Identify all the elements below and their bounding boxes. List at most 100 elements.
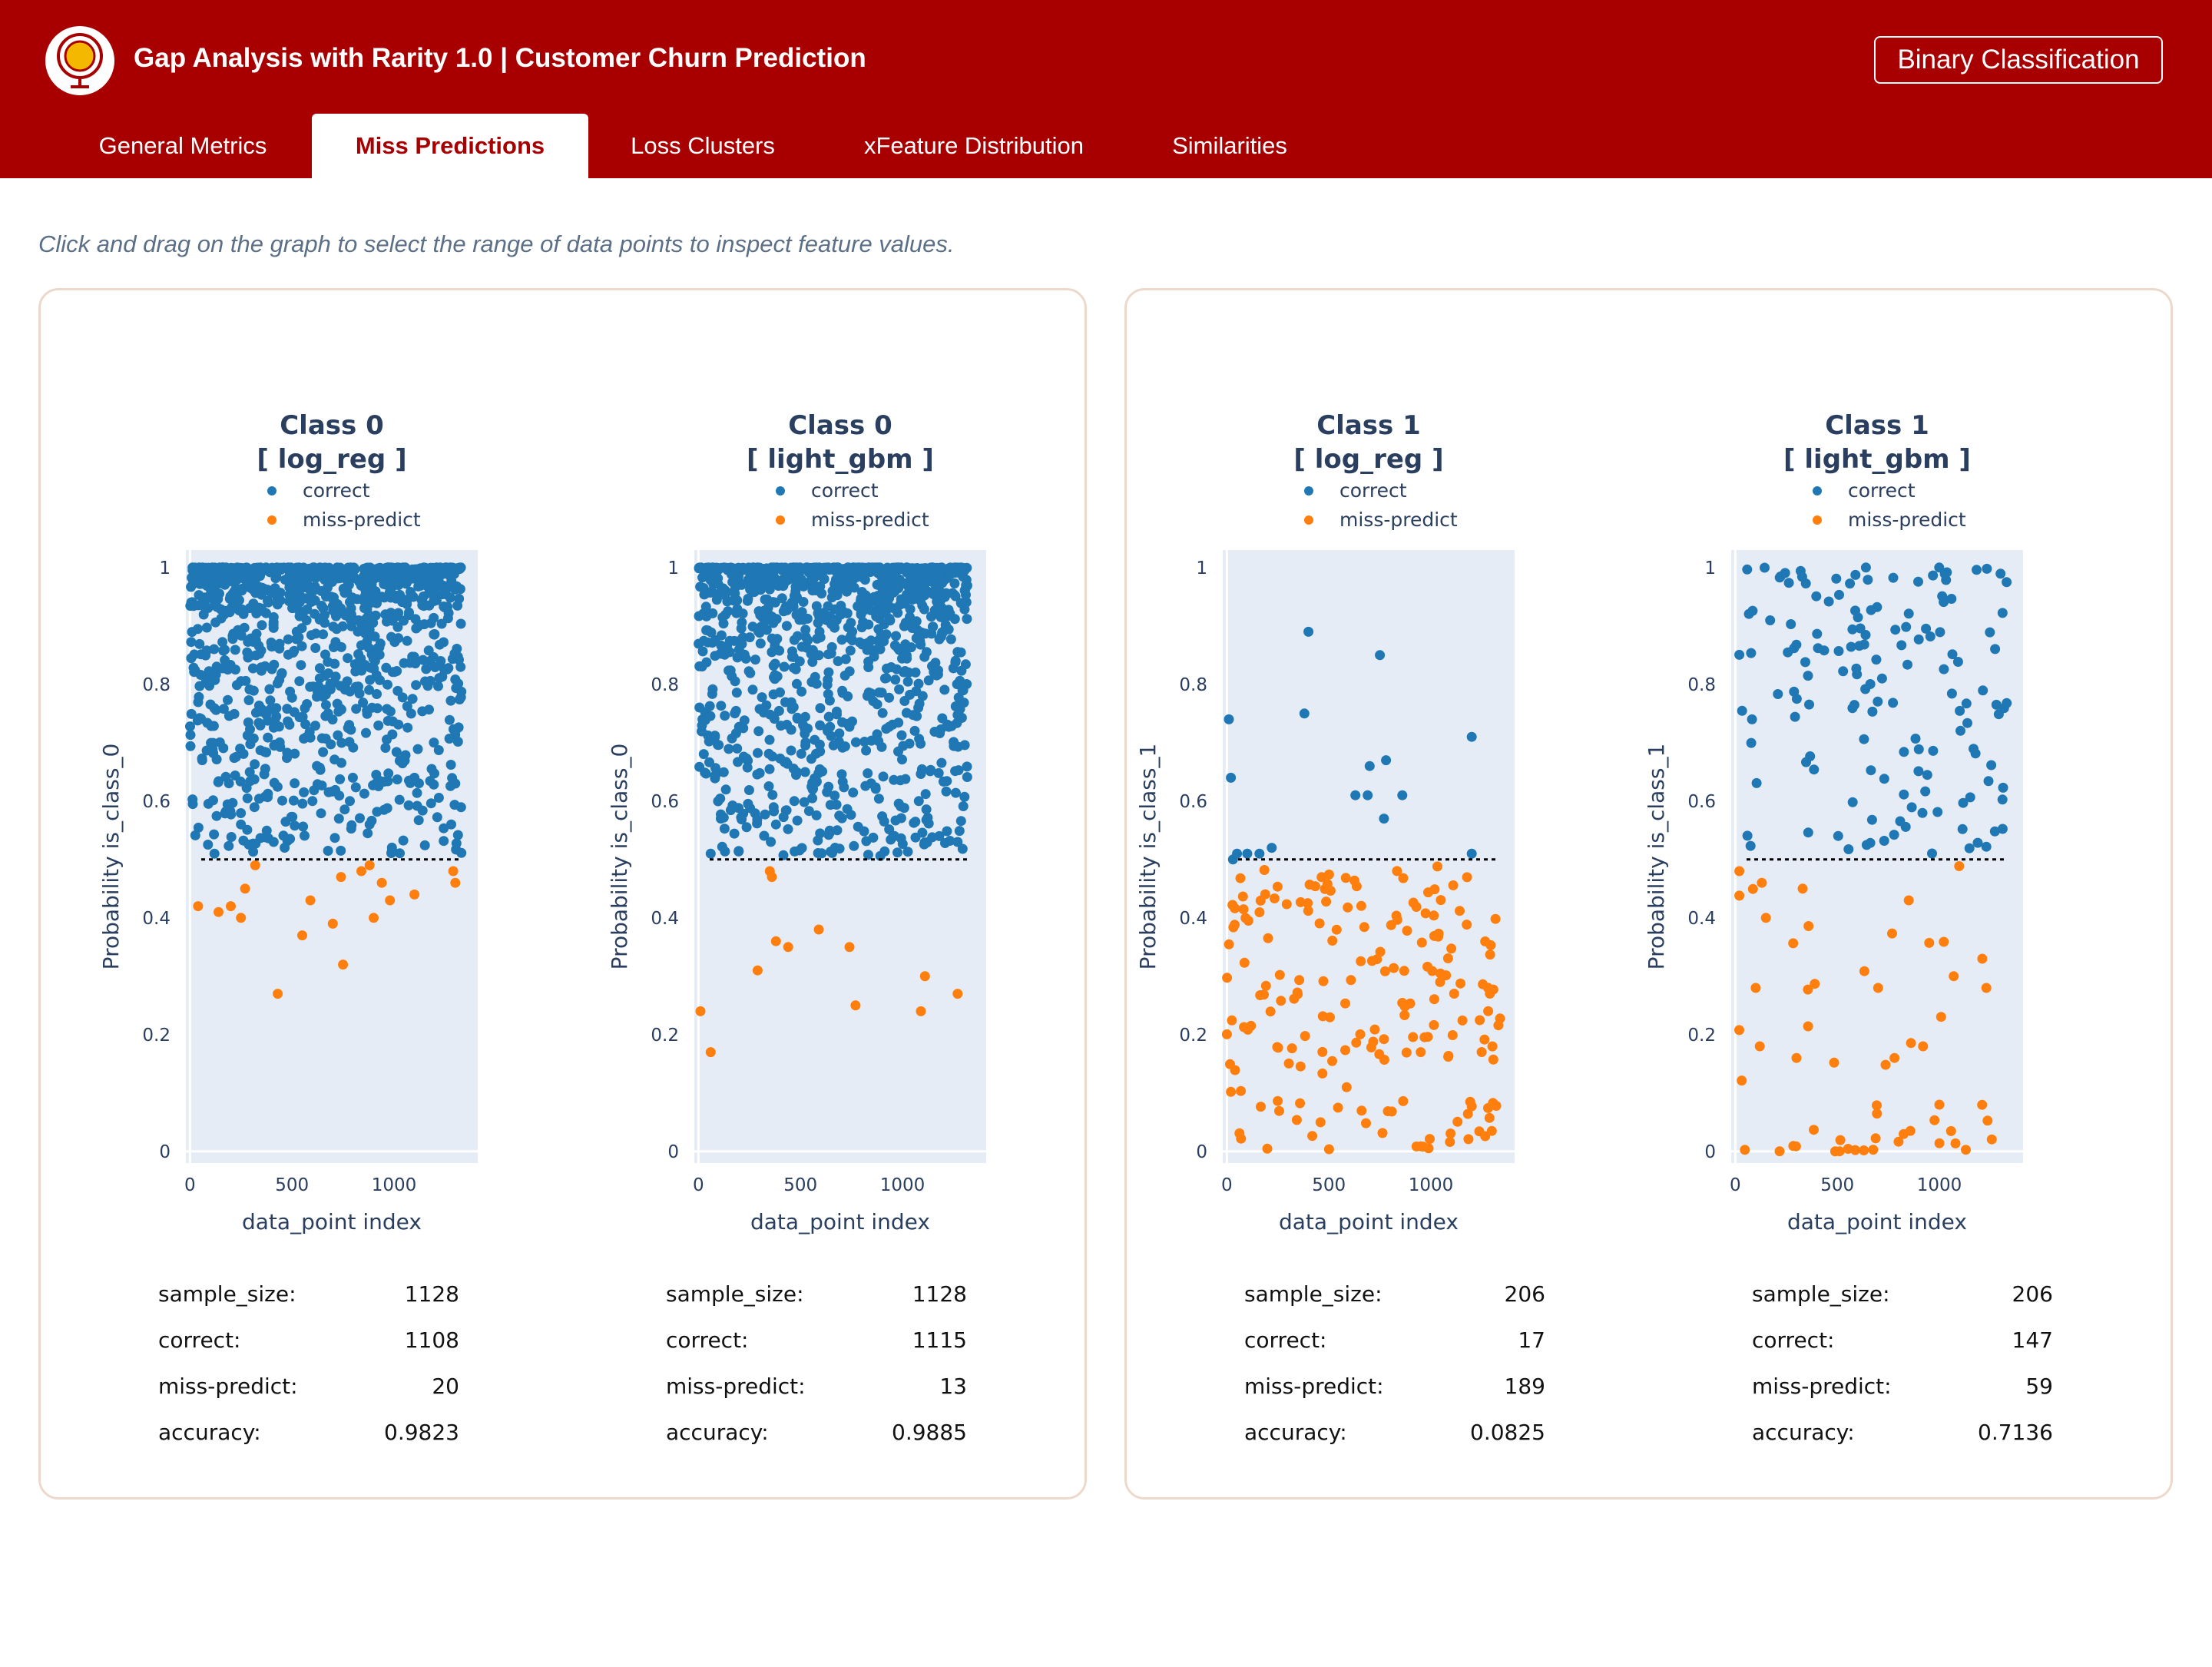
correct-point[interactable] bbox=[227, 634, 238, 645]
correct-point[interactable] bbox=[294, 589, 305, 600]
miss-predict-point[interactable] bbox=[1377, 1128, 1388, 1138]
correct-point[interactable] bbox=[1895, 816, 1906, 827]
miss-predict-point[interactable] bbox=[1803, 984, 1813, 995]
miss-predict-point[interactable] bbox=[1240, 913, 1251, 923]
correct-point[interactable] bbox=[863, 656, 874, 667]
correct-point[interactable] bbox=[1751, 777, 1762, 788]
miss-predict-point[interactable] bbox=[1327, 936, 1338, 946]
correct-point[interactable] bbox=[355, 813, 365, 824]
miss-predict-point[interactable] bbox=[1272, 1042, 1283, 1052]
correct-point[interactable] bbox=[786, 745, 796, 756]
correct-point[interactable] bbox=[927, 621, 938, 632]
miss-predict-point[interactable] bbox=[1487, 1041, 1498, 1052]
correct-point[interactable] bbox=[294, 597, 305, 608]
correct-point[interactable] bbox=[195, 670, 206, 680]
correct-point[interactable] bbox=[912, 625, 922, 635]
correct-point[interactable] bbox=[398, 835, 409, 846]
legend-marker-correct[interactable] bbox=[267, 486, 276, 495]
correct-point[interactable] bbox=[333, 730, 343, 741]
miss-predict-point[interactable] bbox=[1893, 1136, 1904, 1147]
miss-predict-point[interactable] bbox=[364, 860, 375, 870]
correct-point[interactable] bbox=[945, 569, 955, 580]
correct-point[interactable] bbox=[248, 685, 259, 696]
miss-predict-point[interactable] bbox=[1754, 1041, 1765, 1052]
correct-point[interactable] bbox=[393, 633, 404, 644]
correct-point[interactable] bbox=[792, 815, 803, 826]
correct-point[interactable] bbox=[283, 562, 294, 573]
correct-point[interactable] bbox=[848, 787, 859, 798]
correct-point[interactable] bbox=[345, 796, 355, 807]
correct-point[interactable] bbox=[335, 774, 346, 784]
correct-point[interactable] bbox=[1906, 802, 1917, 813]
correct-point[interactable] bbox=[330, 637, 341, 648]
correct-point[interactable] bbox=[299, 787, 310, 797]
correct-point[interactable] bbox=[823, 667, 834, 678]
correct-point[interactable] bbox=[1932, 807, 1943, 817]
correct-point[interactable] bbox=[898, 741, 909, 751]
correct-point[interactable] bbox=[874, 613, 885, 624]
correct-point[interactable] bbox=[833, 656, 843, 667]
correct-point[interactable] bbox=[234, 584, 245, 595]
correct-point[interactable] bbox=[912, 711, 922, 721]
correct-point[interactable] bbox=[834, 728, 845, 739]
miss-predict-point[interactable] bbox=[1457, 1015, 1468, 1026]
correct-point[interactable] bbox=[194, 681, 205, 691]
correct-point[interactable] bbox=[193, 822, 204, 833]
miss-predict-point[interactable] bbox=[1445, 1137, 1455, 1147]
correct-point[interactable] bbox=[733, 636, 743, 647]
miss-predict-point[interactable] bbox=[1315, 1117, 1326, 1128]
miss-predict-point[interactable] bbox=[1343, 902, 1353, 913]
correct-point[interactable] bbox=[776, 562, 786, 573]
correct-point[interactable] bbox=[909, 725, 920, 736]
correct-point[interactable] bbox=[834, 810, 845, 821]
correct-point[interactable] bbox=[910, 832, 921, 843]
correct-point[interactable] bbox=[284, 596, 294, 607]
plot-background[interactable] bbox=[1223, 550, 1515, 1163]
correct-point[interactable] bbox=[250, 759, 260, 770]
correct-point[interactable] bbox=[917, 691, 928, 701]
correct-point[interactable] bbox=[1946, 594, 1957, 604]
correct-point[interactable] bbox=[445, 695, 456, 706]
correct-point[interactable] bbox=[375, 674, 385, 685]
miss-predict-point[interactable] bbox=[850, 1000, 861, 1011]
correct-point[interactable] bbox=[249, 802, 260, 813]
correct-point[interactable] bbox=[220, 579, 230, 590]
correct-point[interactable] bbox=[283, 634, 293, 645]
correct-point[interactable] bbox=[248, 847, 259, 857]
correct-point[interactable] bbox=[757, 577, 768, 587]
correct-point[interactable] bbox=[263, 597, 273, 608]
correct-point[interactable] bbox=[811, 562, 822, 573]
correct-point[interactable] bbox=[207, 744, 218, 754]
miss-predict-point[interactable] bbox=[1924, 937, 1935, 948]
correct-point[interactable] bbox=[1773, 689, 1783, 699]
correct-point[interactable] bbox=[1962, 718, 1972, 728]
miss-predict-point[interactable] bbox=[1810, 979, 1820, 989]
correct-point[interactable] bbox=[274, 643, 285, 654]
correct-point[interactable] bbox=[960, 659, 971, 670]
miss-predict-point[interactable] bbox=[1389, 963, 1399, 973]
correct-point[interactable] bbox=[348, 742, 359, 753]
miss-predict-point[interactable] bbox=[695, 1006, 706, 1016]
miss-predict-point[interactable] bbox=[1294, 975, 1305, 986]
correct-point[interactable] bbox=[300, 573, 311, 584]
correct-point[interactable] bbox=[1921, 623, 1932, 634]
correct-point[interactable] bbox=[826, 648, 836, 659]
correct-point[interactable] bbox=[831, 564, 842, 574]
chart-class0-light-gbm[interactable]: Class 0[ light_gbm ]correctmiss-predict0… bbox=[0, 0, 1175, 1667]
correct-point[interactable] bbox=[860, 780, 871, 791]
correct-point[interactable] bbox=[350, 782, 361, 793]
correct-point[interactable] bbox=[889, 640, 900, 651]
correct-point[interactable] bbox=[426, 618, 436, 628]
correct-point[interactable] bbox=[823, 830, 834, 840]
miss-predict-point[interactable] bbox=[1760, 913, 1771, 923]
correct-point[interactable] bbox=[268, 611, 279, 622]
correct-point[interactable] bbox=[1937, 591, 1948, 602]
correct-point[interactable] bbox=[950, 766, 961, 777]
miss-predict-point[interactable] bbox=[1486, 1125, 1497, 1136]
correct-point[interactable] bbox=[230, 771, 240, 780]
miss-predict-point[interactable] bbox=[813, 924, 824, 935]
miss-predict-point[interactable] bbox=[1939, 936, 1949, 947]
correct-point[interactable] bbox=[1866, 605, 1876, 615]
tab-similarities[interactable]: Similarities bbox=[1172, 132, 1287, 159]
legend-label-miss-predict[interactable]: miss-predict bbox=[303, 509, 421, 531]
